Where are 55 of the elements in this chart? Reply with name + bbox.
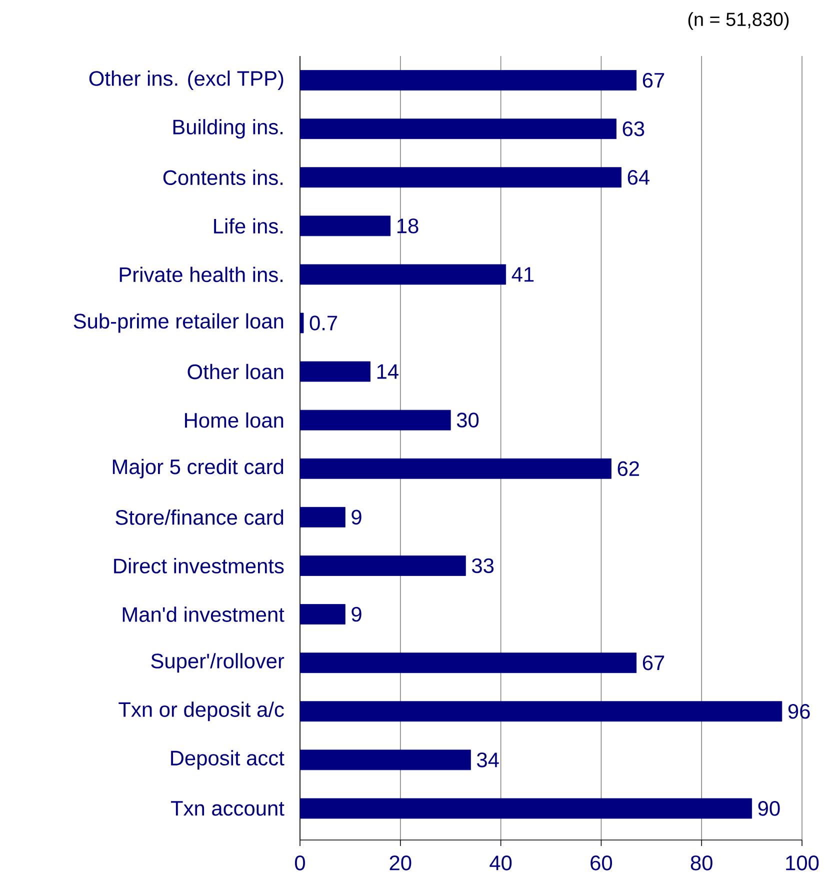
bar (300, 556, 466, 576)
x-tick-label: 60 (590, 856, 612, 870)
bar (300, 216, 391, 236)
y-tick-label: Building ins. (173, 119, 283, 139)
data-label: 14 (377, 364, 398, 379)
bar (300, 361, 370, 382)
x-tick-label: 0 (294, 856, 305, 870)
y-tick-label: Contents ins. (163, 170, 283, 186)
bar (300, 312, 304, 334)
text: (n = 51,830) (688, 12, 789, 30)
bar (300, 652, 637, 674)
bar (300, 458, 612, 479)
y-tick-label: Life ins. (214, 218, 283, 234)
x-tick-label: 100 (786, 856, 819, 870)
y-tick-label: Deposit acct (171, 750, 284, 770)
y-tick-label: Sub-prime retailer loan (74, 313, 284, 333)
y-tick-label: Major 5 credit card (112, 458, 284, 478)
bar (300, 506, 346, 528)
y-tick-label: Other loan (188, 364, 284, 380)
bar (300, 264, 506, 285)
bar (300, 701, 782, 722)
data-label: 67 (642, 72, 664, 88)
y-tick-label: Direct investments (114, 558, 284, 574)
bar (300, 70, 637, 90)
y-tick-label: Txn account (170, 801, 284, 816)
data-label: 62 (618, 461, 639, 476)
bar (300, 604, 346, 624)
bar (300, 750, 471, 770)
data-label: 9 (352, 606, 362, 622)
data-label: 67 (642, 655, 664, 670)
y-tick-label: Other ins. (excl TPP) (89, 70, 284, 90)
x-tick-label: 20 (390, 856, 412, 870)
data-label: 41 (512, 267, 534, 282)
bar (300, 118, 616, 140)
bar (300, 167, 622, 188)
y-tick-label: Home loan (185, 412, 284, 428)
data-label: 64 (628, 170, 650, 185)
x-tick-label: 40 (490, 856, 512, 870)
data-label: 30 (456, 412, 479, 428)
y-tick-label: Super'/rollover (151, 653, 284, 673)
y-tick-label: Private health ins. (120, 266, 283, 282)
bar (300, 798, 752, 819)
data-label: 96 (788, 704, 810, 719)
data-label: 63 (622, 121, 644, 136)
data-label: 9 (352, 510, 362, 525)
data-label: 18 (397, 218, 418, 234)
y-tick-label: Txn or deposit a/c (118, 702, 284, 722)
data-label: 0.7 (310, 316, 338, 330)
y-tick-label: Man'd investment (122, 606, 284, 622)
data-label: 90 (758, 801, 780, 816)
data-label: 34 (477, 752, 499, 768)
y-tick-label: Store/finance card (116, 510, 284, 525)
bar (300, 410, 451, 430)
x-tick-label: 80 (690, 856, 712, 870)
data-label: 33 (472, 558, 494, 574)
